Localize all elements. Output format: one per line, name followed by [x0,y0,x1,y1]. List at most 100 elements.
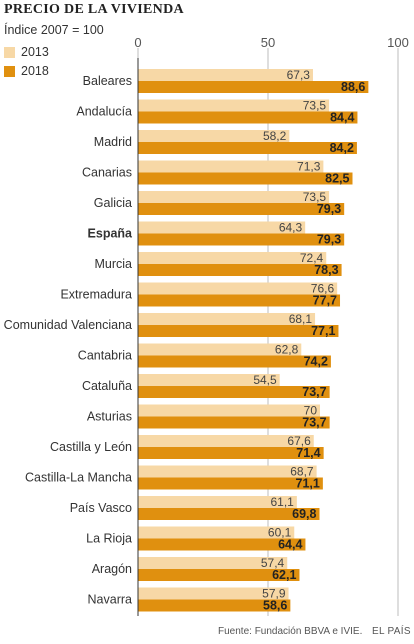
bar-2018-asturias [138,416,330,429]
bar-2013-castilla-y-león [138,435,314,447]
bar-2013-galicia [138,191,330,203]
bar-2013-castilla-la-mancha [138,465,317,478]
data-label-2013-extremadura: 76,6 [311,282,335,296]
category-label-españa: España [88,227,134,241]
data-label-2013-la-rioja: 60,1 [268,526,292,540]
data-label-2018-país-vasco: 69,8 [292,507,316,521]
category-label-murcia: Murcia [94,257,132,271]
bar-2013-la-rioja [138,526,295,539]
bar-2013-comunidad-valenciana [138,313,316,325]
data-label-2013-navarra: 57,9 [262,587,286,601]
legend-label-2013: 2013 [21,45,49,59]
data-label-2018-castilla-y-león: 71,4 [296,446,320,460]
data-label-2018-andalucía: 84,4 [330,111,354,125]
data-label-2018-murcia: 78,3 [314,263,338,277]
bar-2018-castilla-y-león [138,447,324,459]
data-label-2013-aragón: 57,4 [261,556,285,570]
chart-subtitle: Índice 2007 = 100 [4,23,104,37]
category-label-asturias: Asturias [87,410,132,424]
data-label-2013-canarias: 71,3 [297,160,321,174]
bar-2018-andalucía [138,111,358,124]
category-label-andalucía: Andalucía [76,105,132,119]
bar-2013-canarias [138,160,324,173]
bar-2013-madrid [138,130,290,142]
bar-2018-país-vasco [138,508,320,520]
data-label-2018-extremadura: 77,7 [313,294,337,308]
category-label-castilla-y-león: Castilla y León [50,440,132,454]
data-label-2013-asturias: 70 [304,404,318,418]
data-label-2018-madrid: 84,2 [330,141,354,155]
bar-2018-aragón [138,569,300,581]
data-label-2018-la-rioja: 64,4 [278,538,302,552]
legend-label-2018: 2018 [21,64,49,78]
category-label-cataluña: Cataluña [82,379,132,393]
bar-2018-navarra [138,599,291,612]
bar-2018-murcia [138,264,342,276]
bar-2013-aragón [138,557,288,569]
data-label-2018-cataluña: 73,7 [302,385,326,399]
category-label-canarias: Canarias [82,166,132,180]
x-tick-label-0: 0 [134,35,141,50]
bar-2013-murcia [138,252,327,264]
category-label-comunidad-valenciana: Comunidad Valenciana [4,318,132,332]
data-label-2013-andalucía: 73,5 [303,99,327,113]
data-label-2013-castilla-la-mancha: 68,7 [290,465,314,479]
data-label-2018-cantabria: 74,2 [304,355,328,369]
bar-2013-navarra [138,587,289,600]
category-label-navarra: Navarra [88,593,133,607]
bar-2018-españa [138,233,345,246]
bar-2018-galicia [138,203,345,215]
bar-2018-cataluña [138,386,330,398]
legend-item-2018: 2018 [4,64,49,78]
category-label-aragón: Aragón [92,562,132,576]
bar-2013-baleares [138,69,313,81]
bar-2018-madrid [138,142,357,154]
data-label-2018-asturias: 73,7 [302,416,326,430]
data-label-2018-baleares: 88,6 [341,80,365,94]
bar-2018-cantabria [138,355,331,368]
x-tick-label-50: 50 [261,35,275,50]
data-label-2013-cataluña: 54,5 [253,373,277,387]
data-label-2013-comunidad-valenciana: 68,1 [289,312,313,326]
category-label-castilla-la-mancha: Castilla-La Mancha [25,471,132,485]
category-label-galicia: Galicia [94,196,132,210]
bar-2013-extremadura [138,282,338,295]
chart-title: PRECIO DE LA VIVIENDA [4,2,184,17]
data-label-2013-españa: 64,3 [279,221,303,235]
source-note: Fuente: Fundación BBVA e IVIE. [218,626,363,637]
data-label-2018-castilla-la-mancha: 71,1 [296,477,320,491]
category-label-baleares: Baleares [83,74,132,88]
data-label-2013-madrid: 58,2 [263,129,287,143]
bar-2018-comunidad-valenciana [138,325,339,337]
data-label-2018-españa: 79,3 [317,233,341,247]
category-label-madrid: Madrid [94,135,132,149]
bar-2013-asturias [138,404,320,417]
data-label-2013-país-vasco: 61,1 [271,495,295,509]
category-label-país-vasco: País Vasco [70,501,132,515]
legend-item-2013: 2013 [4,45,49,59]
data-label-2018-comunidad-valenciana: 77,1 [311,324,335,338]
data-label-2018-aragón: 62,1 [272,568,296,582]
data-label-2013-murcia: 72,4 [300,251,324,265]
bar-2018-baleares [138,81,369,93]
data-label-2018-canarias: 82,5 [325,172,349,186]
category-label-cantabria: Cantabria [78,349,132,363]
bar-2013-cataluña [138,374,280,386]
x-tick-label-100: 100 [387,35,409,50]
category-label-la-rioja: La Rioja [86,532,132,546]
legend-swatch-2013 [4,46,15,58]
bar-2018-canarias [138,172,353,185]
bar-2013-españa [138,221,306,234]
data-label-2013-cantabria: 62,8 [275,343,299,357]
data-label-2013-castilla-y-león: 67,6 [287,434,311,448]
bar-2013-país-vasco [138,496,297,508]
data-label-2018-galicia: 79,3 [317,202,341,216]
bar-2018-la-rioja [138,538,306,551]
bar-2013-cantabria [138,343,302,356]
data-label-2013-baleares: 67,3 [287,68,311,82]
bar-2018-extremadura [138,294,341,307]
bar-2013-andalucía [138,99,330,112]
legend-swatch-2018 [4,65,15,77]
bar-2018-castilla-la-mancha [138,477,323,490]
